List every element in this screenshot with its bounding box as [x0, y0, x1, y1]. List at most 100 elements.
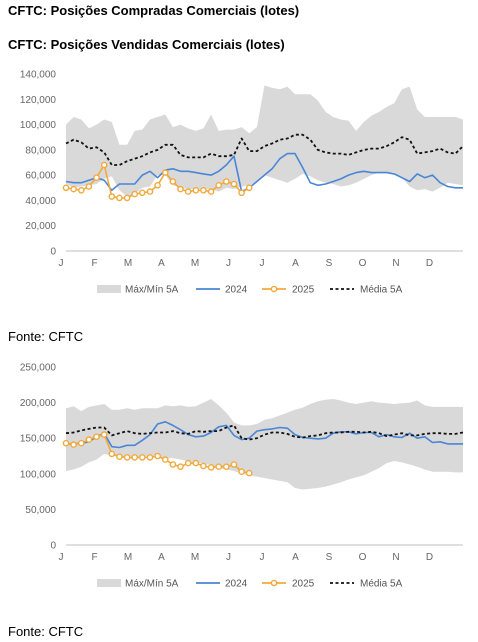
chart-legend: Máx/Mín 5A 2024 2025 Média 5A	[97, 579, 403, 590]
x-tick-label: F	[91, 552, 97, 563]
legend-marker	[270, 579, 278, 587]
data-point-2025	[184, 188, 192, 195]
data-point-2025	[161, 456, 169, 463]
x-tick-label: J	[59, 258, 64, 269]
data-point-2025	[131, 190, 138, 198]
data-point-2025	[100, 431, 108, 438]
chart-short-positions: 0 50,000 100,000 150,000 200,000 250,000 J F M A M…	[20, 363, 464, 590]
y-tick-label: 60,000	[25, 171, 56, 182]
data-point-2025	[169, 178, 177, 185]
data-point-2025	[62, 439, 70, 447]
x-tick-label: A	[292, 552, 299, 563]
data-point-2025	[78, 187, 85, 194]
data-point-2025	[215, 463, 222, 470]
x-tick-label: D	[426, 552, 433, 563]
data-point-2025	[85, 436, 93, 443]
data-point-2025	[154, 182, 161, 189]
data-point-2025	[93, 433, 100, 441]
legend-label: Máx/Mín 5A	[125, 579, 179, 590]
chart-long-positions: 0 20,000 40,000 60,000 80,000 100,000 120,000 1…	[20, 70, 464, 296]
data-point-2025	[192, 459, 200, 467]
legend-label: Média 5A	[360, 285, 403, 296]
series-line-average	[65, 424, 464, 441]
data-point-2025	[238, 189, 245, 197]
x-tick-label: O	[359, 258, 367, 269]
legend-label: Máx/Mín 5A	[125, 285, 179, 296]
data-point-2025	[222, 463, 230, 470]
y-tick-label: 0	[50, 247, 56, 258]
data-point-2025	[78, 439, 85, 447]
x-tick-label: D	[426, 258, 433, 269]
data-point-2025	[70, 441, 77, 448]
y-tick-label: 120,000	[20, 95, 57, 106]
y-tick-label: 250,000	[20, 363, 57, 374]
x-tick-label: J	[59, 552, 64, 563]
y-tick-label: 100,000	[20, 120, 57, 131]
legend-label: 2024	[225, 579, 248, 590]
y-tick-label: 150,000	[20, 434, 57, 445]
data-point-2025	[138, 454, 146, 461]
y-tick-label: 50,000	[25, 505, 56, 516]
chart-legend: Máx/Mín 5A 2024 2025 Média 5A	[97, 285, 403, 296]
legend-label: Média 5A	[360, 579, 403, 590]
data-point-2025	[238, 468, 245, 475]
series-line-2024	[65, 152, 463, 193]
data-point-2025	[161, 169, 169, 176]
series-band-max-min	[66, 399, 463, 490]
x-tick-label: J	[260, 552, 265, 563]
data-point-2025	[131, 454, 138, 461]
x-tick-label: S	[326, 258, 333, 269]
legend-label: 2025	[292, 579, 315, 590]
data-point-2025	[200, 187, 207, 194]
series-line-2024	[66, 420, 463, 449]
x-tick-label: N	[392, 552, 399, 563]
x-tick-label: S	[326, 552, 333, 563]
data-point-2025	[230, 180, 238, 188]
data-point-2025	[116, 194, 123, 202]
data-point-2025	[177, 185, 184, 193]
data-point-2025	[123, 194, 131, 202]
data-point-2025	[62, 184, 70, 192]
data-point-2025	[222, 178, 230, 185]
data-point-2025	[184, 459, 192, 467]
data-point-2025	[169, 461, 177, 468]
data-point-2025	[154, 452, 161, 460]
data-point-2025	[116, 453, 123, 460]
x-tick-label: F	[91, 258, 97, 269]
chart-title-short-positions: CFTC: Posições Vendidas Comerciais (lote…	[8, 37, 285, 52]
data-point-2025	[215, 182, 222, 189]
y-tick-label: 140,000	[20, 70, 57, 81]
data-point-2025	[146, 454, 154, 461]
data-point-2025	[138, 189, 146, 197]
x-tick-label: J	[226, 258, 231, 269]
data-point-2025	[100, 161, 108, 169]
data-point-2025	[177, 463, 184, 470]
x-tick-label: J	[226, 552, 231, 563]
legend-marker	[270, 285, 278, 293]
x-tick-label: M	[124, 258, 132, 269]
series-line-average	[65, 133, 464, 166]
legend-label: 2024	[225, 285, 248, 296]
data-point-2025	[230, 461, 238, 468]
x-tick-label: A	[158, 552, 165, 563]
data-point-2025	[93, 174, 100, 181]
data-point-2025	[146, 188, 154, 195]
data-point-2025	[192, 187, 200, 194]
y-tick-label: 20,000	[25, 221, 56, 232]
series-band-max-min	[66, 85, 463, 197]
x-tick-label: M	[124, 552, 132, 563]
x-tick-label: J	[260, 258, 265, 269]
data-point-2025	[200, 462, 207, 470]
y-tick-label: 40,000	[25, 196, 56, 207]
data-point-2025	[207, 188, 215, 195]
legend-swatch-band	[97, 579, 121, 587]
y-tick-label: 200,000	[20, 398, 57, 409]
page-title: CFTC: Posições Compradas Comerciais (lot…	[8, 3, 300, 18]
data-point-2025	[123, 454, 131, 461]
x-tick-label: N	[392, 258, 399, 269]
x-tick-label: O	[359, 552, 367, 563]
data-point-2025	[70, 185, 77, 193]
x-tick-label: M	[191, 258, 199, 269]
y-tick-label: 80,000	[25, 145, 56, 156]
source-note: Fonte: CFTC	[8, 329, 84, 344]
